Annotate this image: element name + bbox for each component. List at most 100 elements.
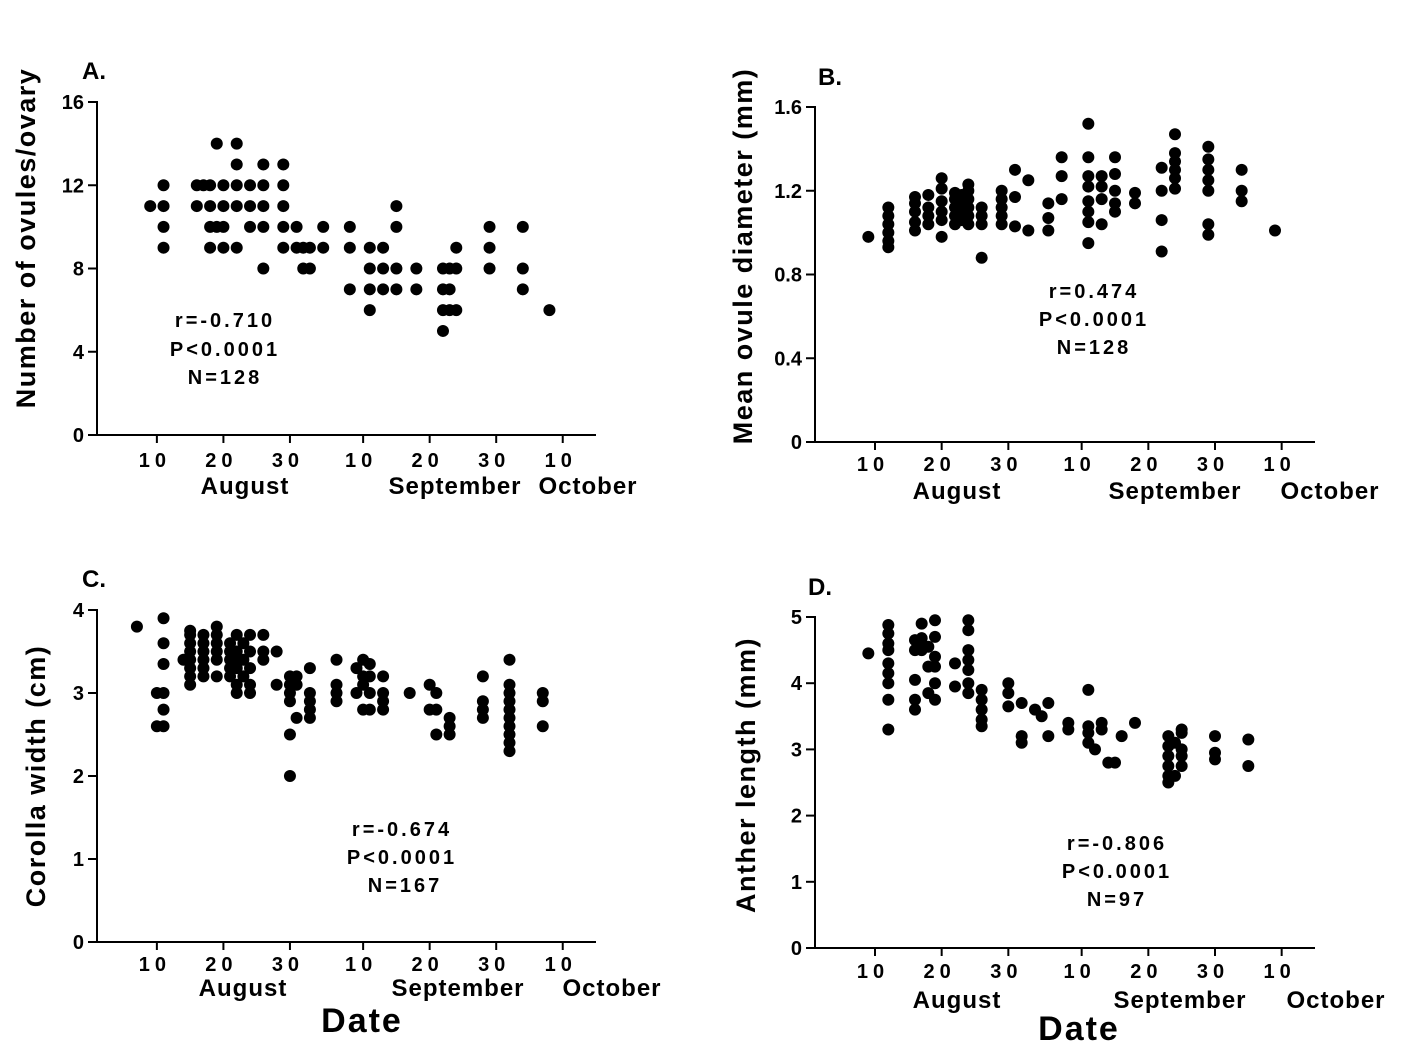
data-point: [197, 653, 210, 666]
data-point: [390, 283, 403, 296]
data-point: [929, 677, 941, 690]
data-point: [363, 703, 376, 716]
y-tick-label: 2: [73, 766, 84, 788]
data-point: [1169, 163, 1181, 176]
x-tick-label: 30: [990, 961, 1022, 983]
data-point: [962, 178, 975, 191]
data-point: [882, 209, 895, 222]
data-point: [1095, 193, 1108, 206]
date-label-right: Date: [1038, 1010, 1120, 1043]
data-point: [935, 205, 948, 218]
data-point: [1155, 184, 1168, 197]
data-point: [962, 624, 975, 637]
data-point: [536, 687, 549, 699]
data-point: [909, 673, 921, 686]
y-tick-label: 0.4: [774, 348, 803, 370]
panel-b: 0 0.4 0.8 1.2 1.6 10 20 30 10 20 30 10 August Septemb…: [728, 64, 1379, 505]
month-label: September: [391, 975, 524, 1002]
data-point: [443, 728, 456, 741]
data-point: [882, 226, 895, 239]
data-point: [377, 283, 390, 296]
data-point: [244, 200, 257, 213]
data-point: [363, 262, 376, 275]
x-tick-label: 20: [412, 450, 444, 472]
stat-annotation: r=0.474: [1049, 281, 1140, 303]
data-point: [257, 158, 270, 171]
data-point: [516, 220, 529, 233]
data-point: [303, 695, 316, 708]
data-point: [157, 612, 170, 625]
data-point: [1202, 228, 1215, 241]
data-point: [410, 262, 423, 275]
data-point: [190, 200, 203, 213]
data-point: [377, 241, 390, 254]
stat-annotation: P<0.0001: [1062, 861, 1172, 883]
data-point: [1109, 197, 1121, 210]
data-point: [922, 209, 935, 222]
data-point: [975, 683, 988, 696]
data-point: [350, 662, 363, 675]
data-point: [1009, 220, 1021, 233]
data-point: [343, 283, 356, 296]
data-point: [343, 220, 356, 233]
data-point: [217, 179, 230, 192]
data-point: [230, 645, 243, 658]
data-point: [343, 241, 356, 254]
data-point: [330, 678, 343, 691]
y-tick-label: 0: [791, 938, 802, 960]
month-label: October: [562, 975, 661, 1002]
data-point: [290, 220, 303, 233]
data-point: [230, 678, 243, 691]
data-point: [363, 304, 376, 317]
x-tick-label: 20: [205, 450, 237, 472]
y-tick-label: 1: [73, 849, 84, 871]
y-tick-label: 8: [73, 259, 84, 281]
data-point: [217, 220, 230, 233]
data-point: [1209, 746, 1221, 759]
data-point: [303, 687, 316, 699]
y-tick-label: 4: [73, 342, 85, 364]
data-point: [363, 670, 376, 683]
data-point: [257, 628, 270, 641]
data-point: [503, 678, 516, 691]
data-point: [995, 184, 1008, 197]
y-tick-label: 4: [73, 600, 85, 622]
data-point: [1082, 151, 1095, 164]
data-point: [962, 209, 975, 222]
data-point: [277, 200, 290, 213]
data-point: [1055, 170, 1068, 183]
data-point: [1115, 730, 1128, 743]
stat-annotation: r=-0.710: [175, 310, 275, 332]
data-point: [257, 653, 270, 666]
month-label: August: [913, 478, 1002, 505]
data-point: [184, 662, 197, 675]
data-point: [882, 693, 895, 706]
panel-c: 0 1 2 3 4 10 20 30 10 20 30 10 August September Octobe…: [21, 566, 661, 1002]
x-tick-label: 30: [272, 954, 304, 976]
data-point: [430, 703, 443, 716]
data-point: [1169, 769, 1181, 782]
x-tick-label: 10: [857, 454, 889, 476]
data-point: [237, 670, 250, 683]
month-label: September: [1108, 478, 1241, 505]
data-point: [390, 200, 403, 213]
data-point: [962, 614, 975, 627]
data-point: [224, 670, 237, 683]
data-point: [949, 680, 961, 693]
data-point: [1055, 151, 1068, 164]
data-point: [317, 220, 330, 233]
data-point: [1002, 687, 1015, 700]
data-point: [330, 695, 343, 708]
data-point: [1082, 683, 1095, 696]
y-axis-title: Corolla width (cm): [21, 645, 51, 908]
data-point: [230, 241, 243, 254]
stat-annotation: r=-0.806: [1067, 833, 1167, 855]
data-point: [962, 644, 975, 657]
data-point: [1062, 716, 1075, 729]
data-point: [303, 703, 316, 716]
stat-annotation: N=128: [1057, 337, 1132, 359]
data-point: [1109, 151, 1121, 164]
data-point: [1002, 700, 1015, 713]
data-point: [476, 703, 489, 716]
data-point: [197, 670, 210, 683]
